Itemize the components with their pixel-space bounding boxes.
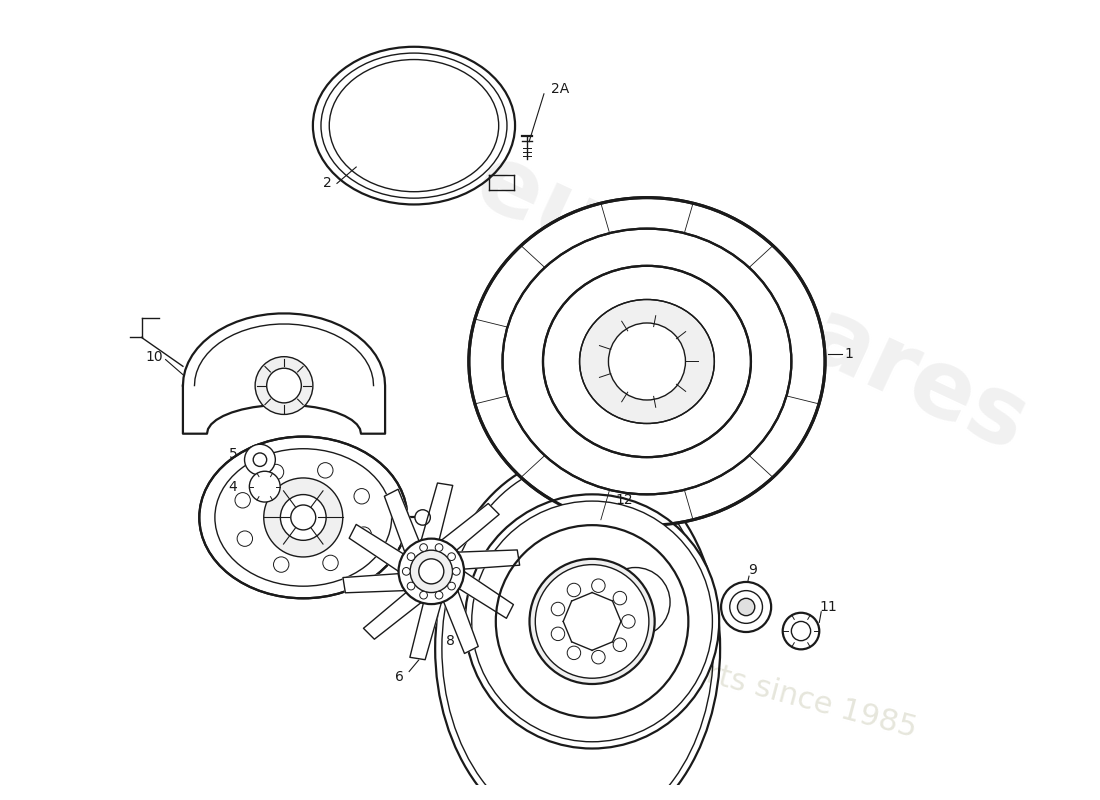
Circle shape: [322, 555, 338, 570]
Circle shape: [436, 544, 443, 551]
Circle shape: [280, 494, 326, 540]
Circle shape: [318, 462, 333, 478]
Circle shape: [568, 646, 581, 660]
Circle shape: [274, 557, 289, 572]
Circle shape: [436, 591, 443, 599]
Circle shape: [398, 538, 464, 604]
Circle shape: [529, 559, 654, 684]
Circle shape: [268, 464, 284, 480]
Text: 12: 12: [615, 493, 632, 507]
Circle shape: [356, 527, 372, 542]
Text: 2: 2: [323, 176, 332, 190]
Circle shape: [420, 591, 428, 599]
Ellipse shape: [580, 299, 714, 423]
Text: 9: 9: [748, 563, 757, 578]
Circle shape: [592, 650, 605, 664]
Circle shape: [722, 582, 771, 632]
Circle shape: [465, 494, 719, 749]
Text: 8: 8: [447, 634, 455, 648]
Circle shape: [410, 550, 452, 593]
Text: 4: 4: [229, 480, 238, 494]
Circle shape: [791, 622, 811, 641]
Polygon shape: [441, 503, 499, 550]
Circle shape: [536, 565, 649, 678]
Circle shape: [244, 444, 275, 475]
Text: 1A: 1A: [715, 250, 734, 265]
Polygon shape: [421, 483, 453, 540]
Circle shape: [235, 493, 251, 508]
Text: 2A: 2A: [551, 82, 570, 96]
Circle shape: [551, 602, 564, 616]
Ellipse shape: [469, 198, 825, 526]
Circle shape: [419, 559, 443, 584]
Circle shape: [354, 489, 370, 504]
Circle shape: [264, 478, 343, 557]
Polygon shape: [458, 550, 519, 569]
Text: 11: 11: [820, 600, 837, 614]
Polygon shape: [343, 574, 405, 593]
Circle shape: [587, 554, 683, 650]
Ellipse shape: [543, 266, 751, 457]
Circle shape: [420, 544, 428, 551]
Circle shape: [407, 582, 415, 590]
Polygon shape: [443, 590, 478, 654]
Circle shape: [407, 553, 415, 561]
Text: eurospares: eurospares: [461, 136, 1041, 472]
Circle shape: [238, 531, 253, 546]
Ellipse shape: [199, 437, 407, 598]
Circle shape: [737, 598, 755, 616]
Circle shape: [250, 471, 280, 502]
Polygon shape: [349, 525, 404, 571]
Circle shape: [729, 590, 762, 623]
Circle shape: [403, 567, 410, 575]
Circle shape: [608, 323, 685, 400]
Text: 6: 6: [395, 670, 404, 684]
Circle shape: [290, 505, 316, 530]
Polygon shape: [410, 602, 441, 660]
Circle shape: [568, 583, 581, 597]
Circle shape: [255, 357, 312, 414]
Text: 7: 7: [642, 535, 651, 550]
Polygon shape: [384, 490, 419, 552]
Circle shape: [452, 567, 460, 575]
Circle shape: [613, 591, 627, 605]
Circle shape: [266, 368, 301, 403]
Circle shape: [448, 553, 455, 561]
Ellipse shape: [503, 229, 791, 494]
Circle shape: [448, 582, 455, 590]
Circle shape: [496, 525, 689, 718]
Circle shape: [601, 567, 670, 637]
Polygon shape: [459, 571, 514, 618]
Circle shape: [783, 613, 820, 650]
Circle shape: [621, 614, 635, 628]
Text: 5: 5: [229, 447, 238, 461]
Text: 10: 10: [145, 350, 163, 364]
Circle shape: [415, 510, 430, 525]
Text: a passion for parts since 1985: a passion for parts since 1985: [466, 596, 920, 743]
Text: 1: 1: [845, 346, 854, 361]
Circle shape: [551, 627, 564, 641]
Polygon shape: [363, 593, 421, 639]
Polygon shape: [183, 314, 385, 434]
Circle shape: [592, 579, 605, 593]
Circle shape: [472, 501, 713, 742]
Circle shape: [613, 638, 627, 651]
Circle shape: [253, 453, 266, 466]
